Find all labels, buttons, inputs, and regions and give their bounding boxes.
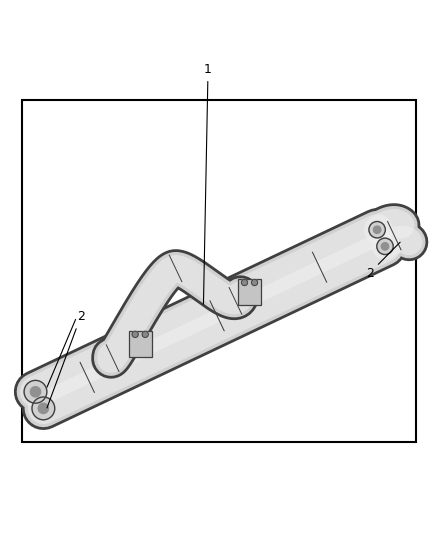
Bar xyxy=(22,100,416,442)
Circle shape xyxy=(251,279,258,286)
Circle shape xyxy=(142,332,148,337)
Text: 2: 2 xyxy=(366,242,400,280)
Circle shape xyxy=(30,386,41,397)
Circle shape xyxy=(381,243,389,250)
Circle shape xyxy=(377,238,393,255)
Circle shape xyxy=(369,222,385,238)
Circle shape xyxy=(374,226,381,233)
Text: 2: 2 xyxy=(47,310,85,408)
Circle shape xyxy=(32,397,55,420)
Circle shape xyxy=(24,381,47,403)
Circle shape xyxy=(241,279,247,286)
Text: 1: 1 xyxy=(204,63,212,304)
Bar xyxy=(238,279,261,305)
Bar xyxy=(129,332,152,357)
Circle shape xyxy=(132,332,138,337)
Circle shape xyxy=(38,403,49,414)
